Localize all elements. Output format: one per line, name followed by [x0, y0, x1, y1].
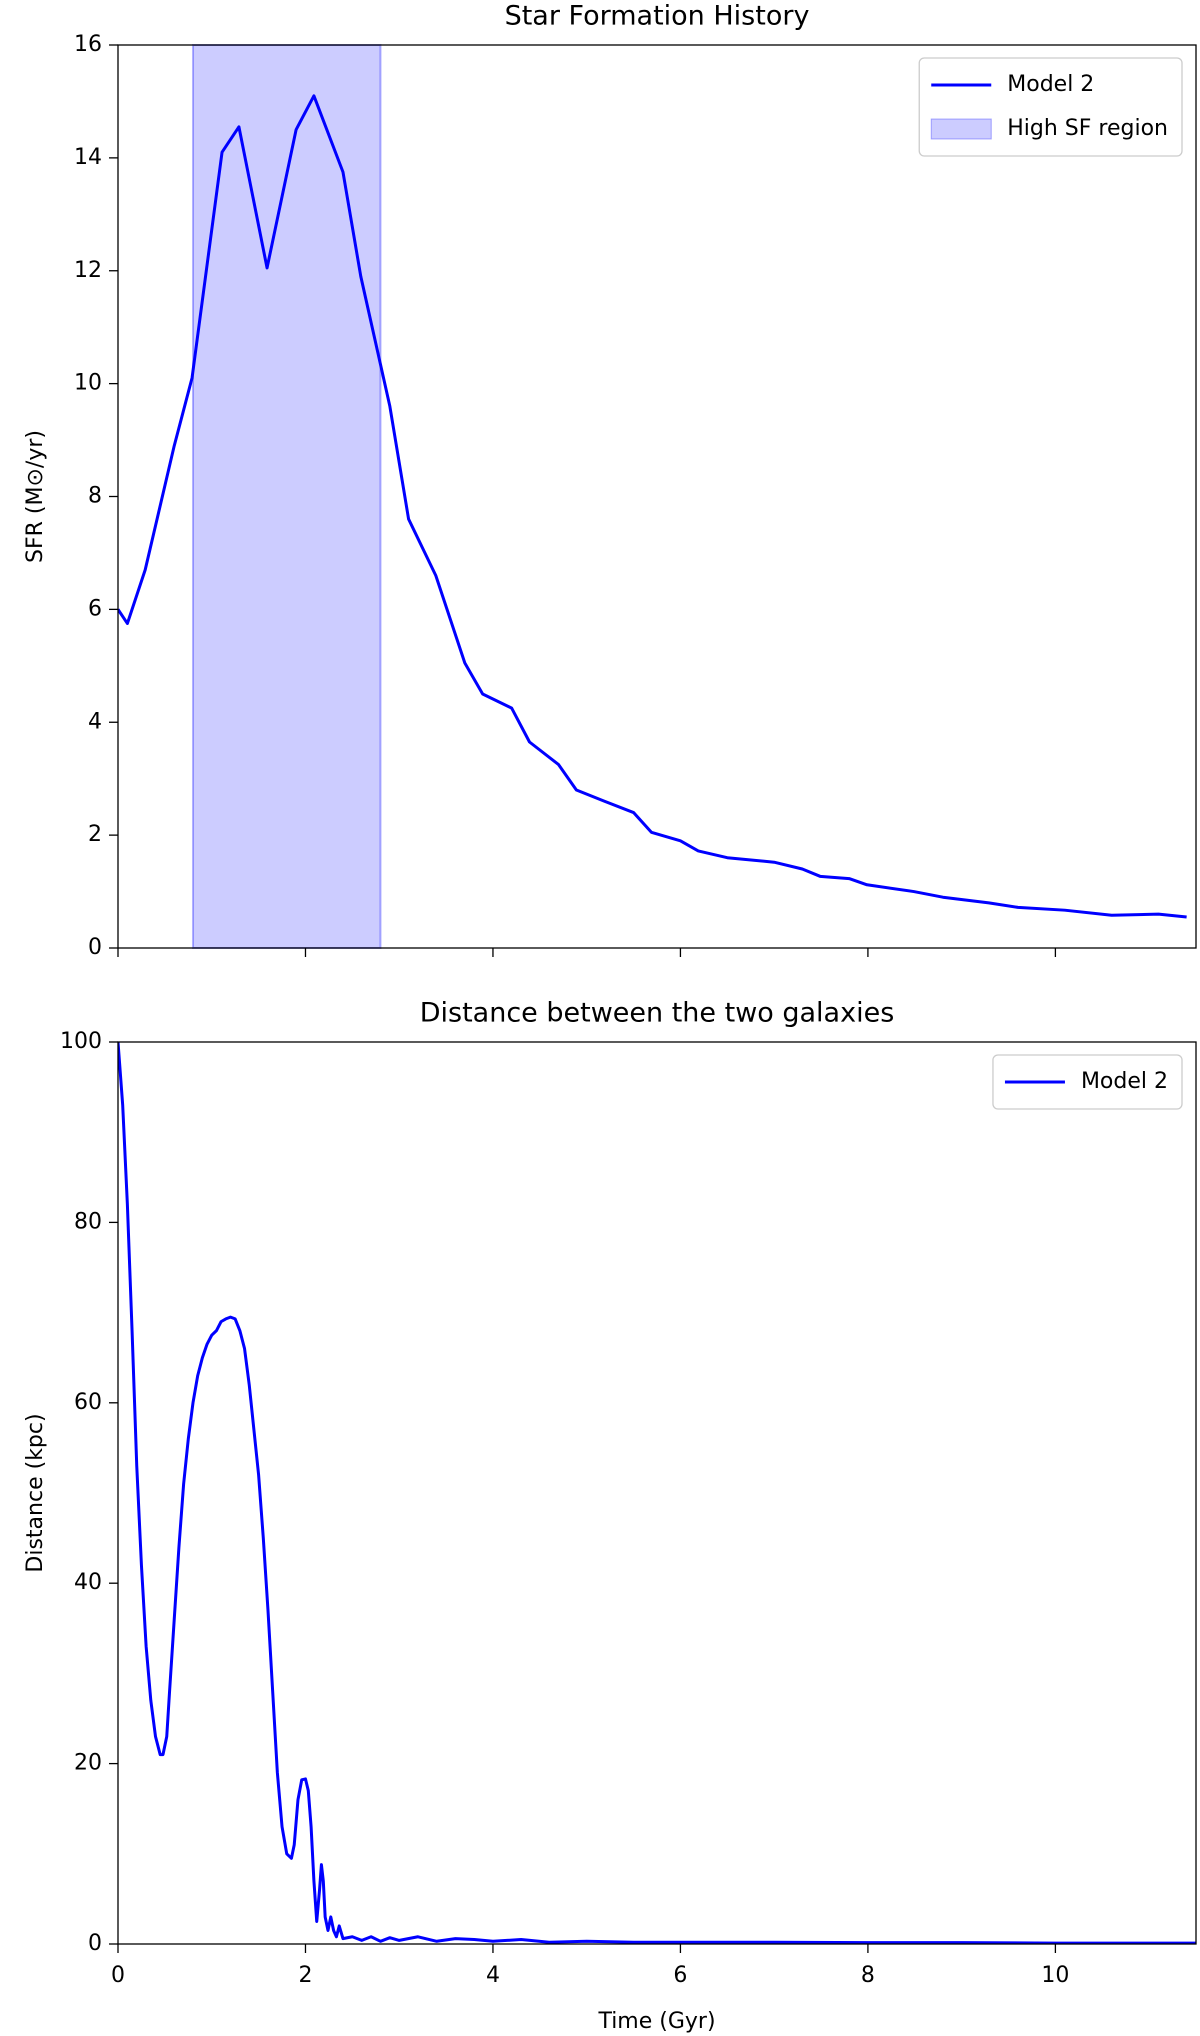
y-tick-label: 14	[74, 145, 102, 170]
legend-box	[918, 57, 1183, 157]
legend-box	[992, 1054, 1183, 1110]
y-tick-label: 60	[74, 1390, 102, 1415]
series-line	[118, 1042, 1196, 1944]
y-tick-label: 16	[74, 32, 102, 57]
legend-label: High SF region	[1007, 116, 1168, 141]
x-tick-label: 8	[861, 1963, 875, 1988]
legend: Model 2	[992, 1054, 1183, 1110]
chart-title: Star Formation History	[505, 1, 810, 32]
axes-frame	[117, 44, 1197, 949]
y-tick-label: 4	[88, 709, 102, 734]
y-axis-label: Distance (kpc)	[23, 1413, 48, 1572]
axes-frame	[117, 1041, 1197, 1945]
span	[191, 44, 382, 949]
y-tick-label: 80	[74, 1209, 102, 1234]
legend: Model 2 High SF region	[918, 57, 1183, 157]
y-tick-label: 40	[74, 1570, 102, 1595]
y-tick-label: 20	[74, 1751, 102, 1776]
y-tick-label: 100	[60, 1029, 102, 1054]
y-tick-label: 12	[74, 258, 102, 283]
x-axis-label: Time (Gyr)	[597, 2009, 715, 2034]
x-tick-label: 10	[1041, 1963, 1069, 1988]
y-tick-label: 2	[88, 822, 102, 847]
y-tick-label: 0	[88, 935, 102, 960]
legend-label: Model 2	[1007, 72, 1094, 97]
legend-label: Model 2	[1081, 1069, 1168, 1094]
x-tick-label: 6	[673, 1963, 687, 1988]
y-tick-label: 6	[88, 596, 102, 621]
x-tick-label: 2	[298, 1963, 312, 1988]
x-tick-label: 4	[486, 1963, 500, 1988]
legend-swatch	[930, 118, 992, 140]
y-tick-label: 0	[88, 1931, 102, 1956]
series-line	[118, 94, 1187, 919]
x-tick-label: 0	[111, 1963, 125, 1988]
y-tick-label: 8	[88, 484, 102, 509]
y-tick-label: 10	[74, 371, 102, 396]
y-axis-label: SFR (M⊙/yr)	[23, 430, 48, 563]
chart-title: Distance between the two galaxies	[420, 998, 895, 1029]
